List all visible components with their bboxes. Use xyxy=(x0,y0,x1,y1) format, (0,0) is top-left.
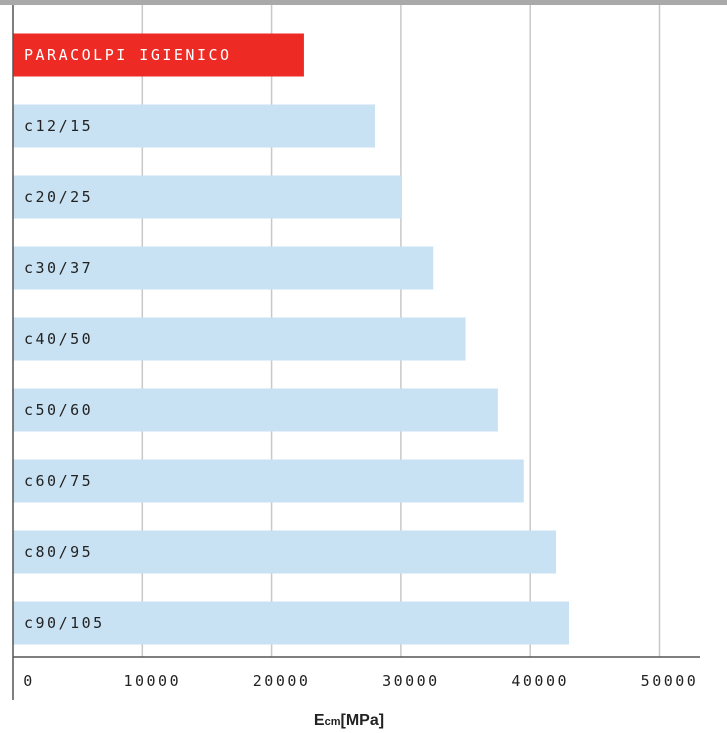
x-axis-title-rest: [MPa] xyxy=(341,712,385,729)
x-tick-label: 0 xyxy=(23,672,35,690)
bar-label: c40/50 xyxy=(24,330,93,348)
bar xyxy=(13,317,466,361)
x-axis-title: Ecm[MPa] xyxy=(314,712,384,729)
x-tick-label: 40000 xyxy=(511,672,569,690)
bar xyxy=(13,175,401,219)
x-tick-label: 50000 xyxy=(641,672,699,690)
x-axis-title-sub: cm xyxy=(325,716,341,728)
top-border xyxy=(0,0,727,5)
bar xyxy=(13,530,557,574)
x-tick-label: 10000 xyxy=(123,672,181,690)
bar xyxy=(13,104,376,148)
bar-label: c50/60 xyxy=(24,401,93,419)
bar-label: c60/75 xyxy=(24,472,93,490)
bars: PARACOLPI IGIENICO c12/15 c20/25 c30/37 c40/… xyxy=(13,33,569,645)
bar xyxy=(13,388,498,432)
bar xyxy=(13,246,434,290)
bar-label: PARACOLPI IGIENICO xyxy=(24,46,232,64)
bar-label: c30/37 xyxy=(24,259,93,277)
bar-label: c80/95 xyxy=(24,543,93,561)
bar-highlight xyxy=(13,33,304,77)
bar-label: c12/15 xyxy=(24,117,93,135)
x-axis: 0 10000 20000 30000 40000 50000 xyxy=(12,5,700,700)
x-axis-title-main: E xyxy=(314,712,325,729)
x-tick-label: 20000 xyxy=(253,672,311,690)
bar-label: c20/25 xyxy=(24,188,93,206)
x-tick-label: 30000 xyxy=(382,672,440,690)
bar-label: c90/105 xyxy=(24,614,105,632)
bar xyxy=(13,601,569,645)
bar xyxy=(13,459,524,503)
